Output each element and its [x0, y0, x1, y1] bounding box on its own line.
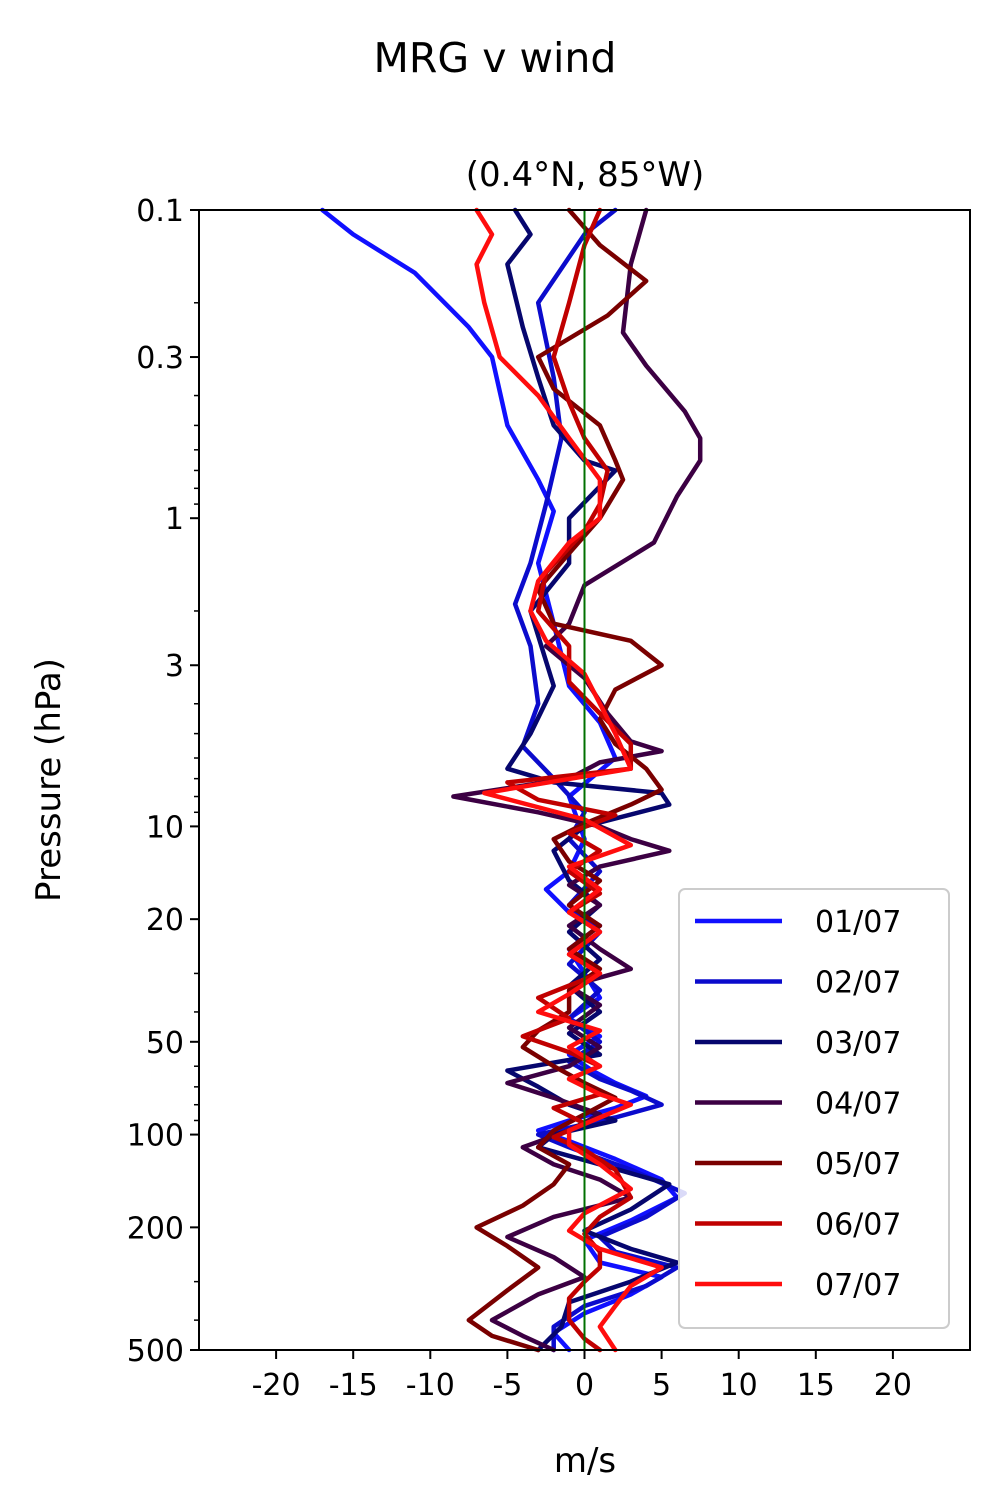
x-tick-label: -15 [329, 1368, 378, 1403]
legend-label: 04/07 [815, 1087, 901, 1122]
y-tick-label: 3 [165, 649, 184, 684]
y-tick-label: 200 [127, 1211, 184, 1246]
chart-title: (0.4°N, 85°W) [466, 155, 705, 195]
series-line-5 [466, 207, 664, 1353]
series-line-1 [320, 207, 680, 1353]
series-line-7 [474, 207, 664, 1353]
y-tick-label: 50 [146, 1026, 184, 1061]
y-tick-label: 10 [146, 810, 184, 845]
x-tick-label: 20 [874, 1368, 912, 1403]
series-line-3 [505, 207, 680, 1353]
legend-box [678, 888, 950, 1329]
legend-label: 06/07 [815, 1208, 901, 1243]
y-tick-label: 100 [127, 1119, 184, 1154]
y-tick-label: 0.3 [136, 341, 184, 376]
x-tick-label: 0 [575, 1368, 594, 1403]
legend-label: 05/07 [815, 1147, 901, 1182]
figure-suptitle: MRG v wind [374, 34, 617, 82]
x-tick-label: 15 [797, 1368, 835, 1403]
x-tick-label: 5 [652, 1368, 671, 1403]
plot-area [320, 207, 703, 1353]
x-tick-label: -20 [252, 1368, 301, 1403]
legend-label: 07/07 [815, 1268, 901, 1303]
x-tick-label: 10 [720, 1368, 758, 1403]
x-tick-label: -10 [406, 1368, 455, 1403]
legend-label: 03/07 [815, 1026, 901, 1061]
legend-label: 02/07 [815, 966, 901, 1001]
x-axis: -20 -15 -10 -5 0 5 10 15 20 [252, 1350, 912, 1403]
y-axis: 0.1 0.3 1 3 10 20 50 100 200 500 [127, 194, 199, 1369]
y-tick-label: 1 [165, 502, 184, 537]
y-tick-label: 20 [146, 903, 184, 938]
legend-label: 01/07 [815, 905, 901, 940]
legend: 01/07 02/07 03/07 04/07 05/07 06/07 07/07 [678, 888, 950, 1329]
y-axis-label: Pressure (hPa) [29, 658, 69, 902]
y-tick-label: 0.1 [136, 194, 184, 229]
x-axis-label: m/s [554, 1441, 616, 1481]
x-tick-label: -5 [492, 1368, 522, 1403]
y-tick-label: 500 [127, 1334, 184, 1369]
